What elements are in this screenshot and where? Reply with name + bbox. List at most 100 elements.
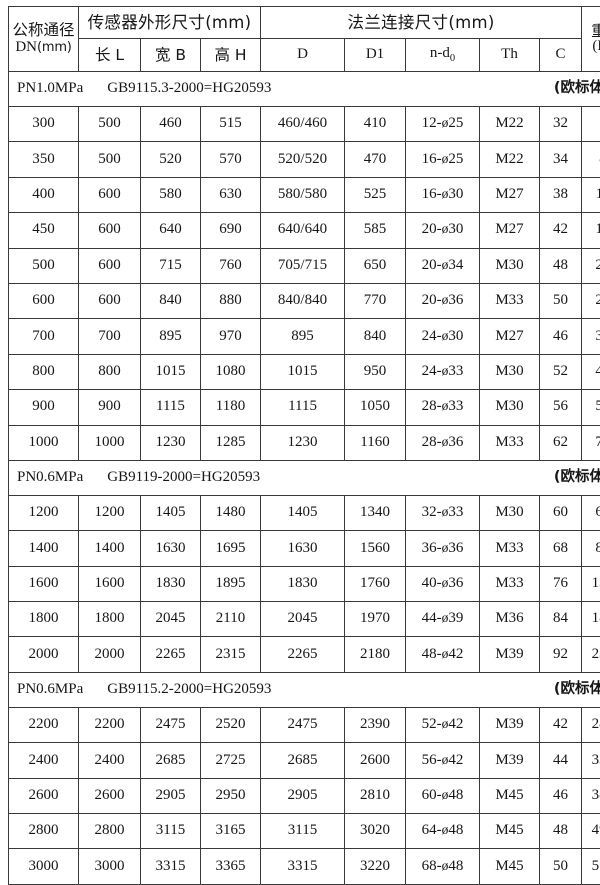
cell-nominal-diameter: 300: [9, 107, 79, 142]
cell-nominal-diameter: 700: [9, 319, 79, 354]
table-cell: 20-ø34: [406, 248, 480, 283]
table-cell: M33: [480, 283, 540, 318]
table-cell: 730: [582, 425, 600, 460]
specification-table: 公称通径 DN(mm) 传感器外形尺寸(mm) 法兰连接尺寸(mm) 重量 (K…: [8, 6, 600, 885]
table-cell: 600: [79, 213, 141, 248]
table-cell: 1760: [345, 566, 406, 601]
table-cell: 48-ø42: [406, 637, 480, 672]
table-cell: 1830: [261, 566, 345, 601]
table-cell: 48: [540, 814, 582, 849]
table-cell: 1015: [141, 354, 201, 389]
header-row-subcolumns: 长 L 宽 B 高 H D D1 n-d0 Th C: [9, 39, 600, 72]
table-cell: 2200: [79, 707, 141, 742]
header-nd0-prefix: n-d: [430, 45, 450, 61]
table-cell: 470: [345, 142, 406, 177]
table-cell: 20-ø30: [406, 213, 480, 248]
table-cell: 1180: [201, 390, 261, 425]
table-cell: 715: [141, 248, 201, 283]
diameter-symbol: ø: [442, 363, 449, 378]
table-cell: 1115: [261, 390, 345, 425]
table-cell: 600: [79, 248, 141, 283]
table-cell: 630: [201, 177, 261, 212]
table-cell: 50: [540, 283, 582, 318]
table-cell: 92: [540, 637, 582, 672]
table-cell: 1230: [141, 425, 201, 460]
table-cell: 3115: [141, 814, 201, 849]
table-cell: 770: [345, 283, 406, 318]
table-cell: 3220: [345, 849, 406, 884]
diameter-symbol: ø: [442, 822, 449, 837]
table-cell: 16-ø25: [406, 142, 480, 177]
diameter-symbol: ø: [442, 575, 449, 590]
table-cell: 360: [582, 319, 600, 354]
table-cell: M33: [480, 425, 540, 460]
table-cell: 895: [141, 319, 201, 354]
table-cell: 3115: [261, 814, 345, 849]
table-cell: 1115: [141, 390, 201, 425]
table-cell: M30: [480, 390, 540, 425]
table-cell: 1800: [582, 602, 600, 637]
table-cell: 600: [79, 283, 141, 318]
table-cell: 840/840: [261, 283, 345, 318]
table-cell: 410: [345, 107, 406, 142]
table-cell: 3365: [201, 849, 261, 884]
table-cell: 12-ø25: [406, 107, 480, 142]
table-cell: 1630: [141, 531, 201, 566]
table-cell: M27: [480, 319, 540, 354]
table-cell: 1970: [345, 602, 406, 637]
table-cell: M36: [480, 602, 540, 637]
table-body: PN1.0MPaGB9115.3-2000=HG20593(欧标体系)30050…: [9, 72, 600, 885]
table-cell: 690: [201, 213, 261, 248]
table-cell: 520/520: [261, 142, 345, 177]
table-cell: 2110: [201, 602, 261, 637]
table-cell: 48: [540, 248, 582, 283]
table-cell: 515: [201, 107, 261, 142]
table-cell: 1400: [79, 531, 141, 566]
diameter-symbol: ø: [442, 540, 449, 555]
header-dn-unit: (mm): [37, 40, 72, 55]
table-cell: 1560: [345, 531, 406, 566]
table-cell: 3300: [582, 743, 600, 778]
header-group-sensor-dimensions: 传感器外形尺寸(mm): [79, 7, 261, 39]
table-cell: 640/640: [261, 213, 345, 248]
section-pressure-rating: PN0.6MPa: [17, 470, 83, 486]
table-cell: 68-ø48: [406, 849, 480, 884]
cell-nominal-diameter: 350: [9, 142, 79, 177]
table-cell: 1695: [201, 531, 261, 566]
cell-nominal-diameter: 800: [9, 354, 79, 389]
table-cell: 2520: [201, 707, 261, 742]
table-cell: 570: [201, 142, 261, 177]
cell-nominal-diameter: 2400: [9, 743, 79, 778]
table-cell: 2265: [141, 637, 201, 672]
table-cell: 46: [540, 778, 582, 813]
table-cell: 2685: [141, 743, 201, 778]
table-cell: 2000: [79, 637, 141, 672]
table-cell: 570: [582, 390, 600, 425]
table-cell: 585: [345, 213, 406, 248]
table-cell: 840: [582, 531, 600, 566]
header-height-h: 高 H: [201, 39, 261, 72]
table-cell: 3020: [345, 814, 406, 849]
table-cell: 84: [540, 602, 582, 637]
table-cell: 5580: [582, 849, 600, 884]
diameter-symbol: ø: [442, 186, 449, 201]
table-cell: 140: [582, 213, 600, 248]
diameter-symbol: ø: [442, 610, 449, 625]
header-bolt-holes-nd0: n-d0: [406, 39, 480, 72]
table-cell: 60: [540, 495, 582, 530]
table-cell: 880: [201, 283, 261, 318]
table-cell: 2400: [79, 743, 141, 778]
table-cell: 44: [540, 743, 582, 778]
